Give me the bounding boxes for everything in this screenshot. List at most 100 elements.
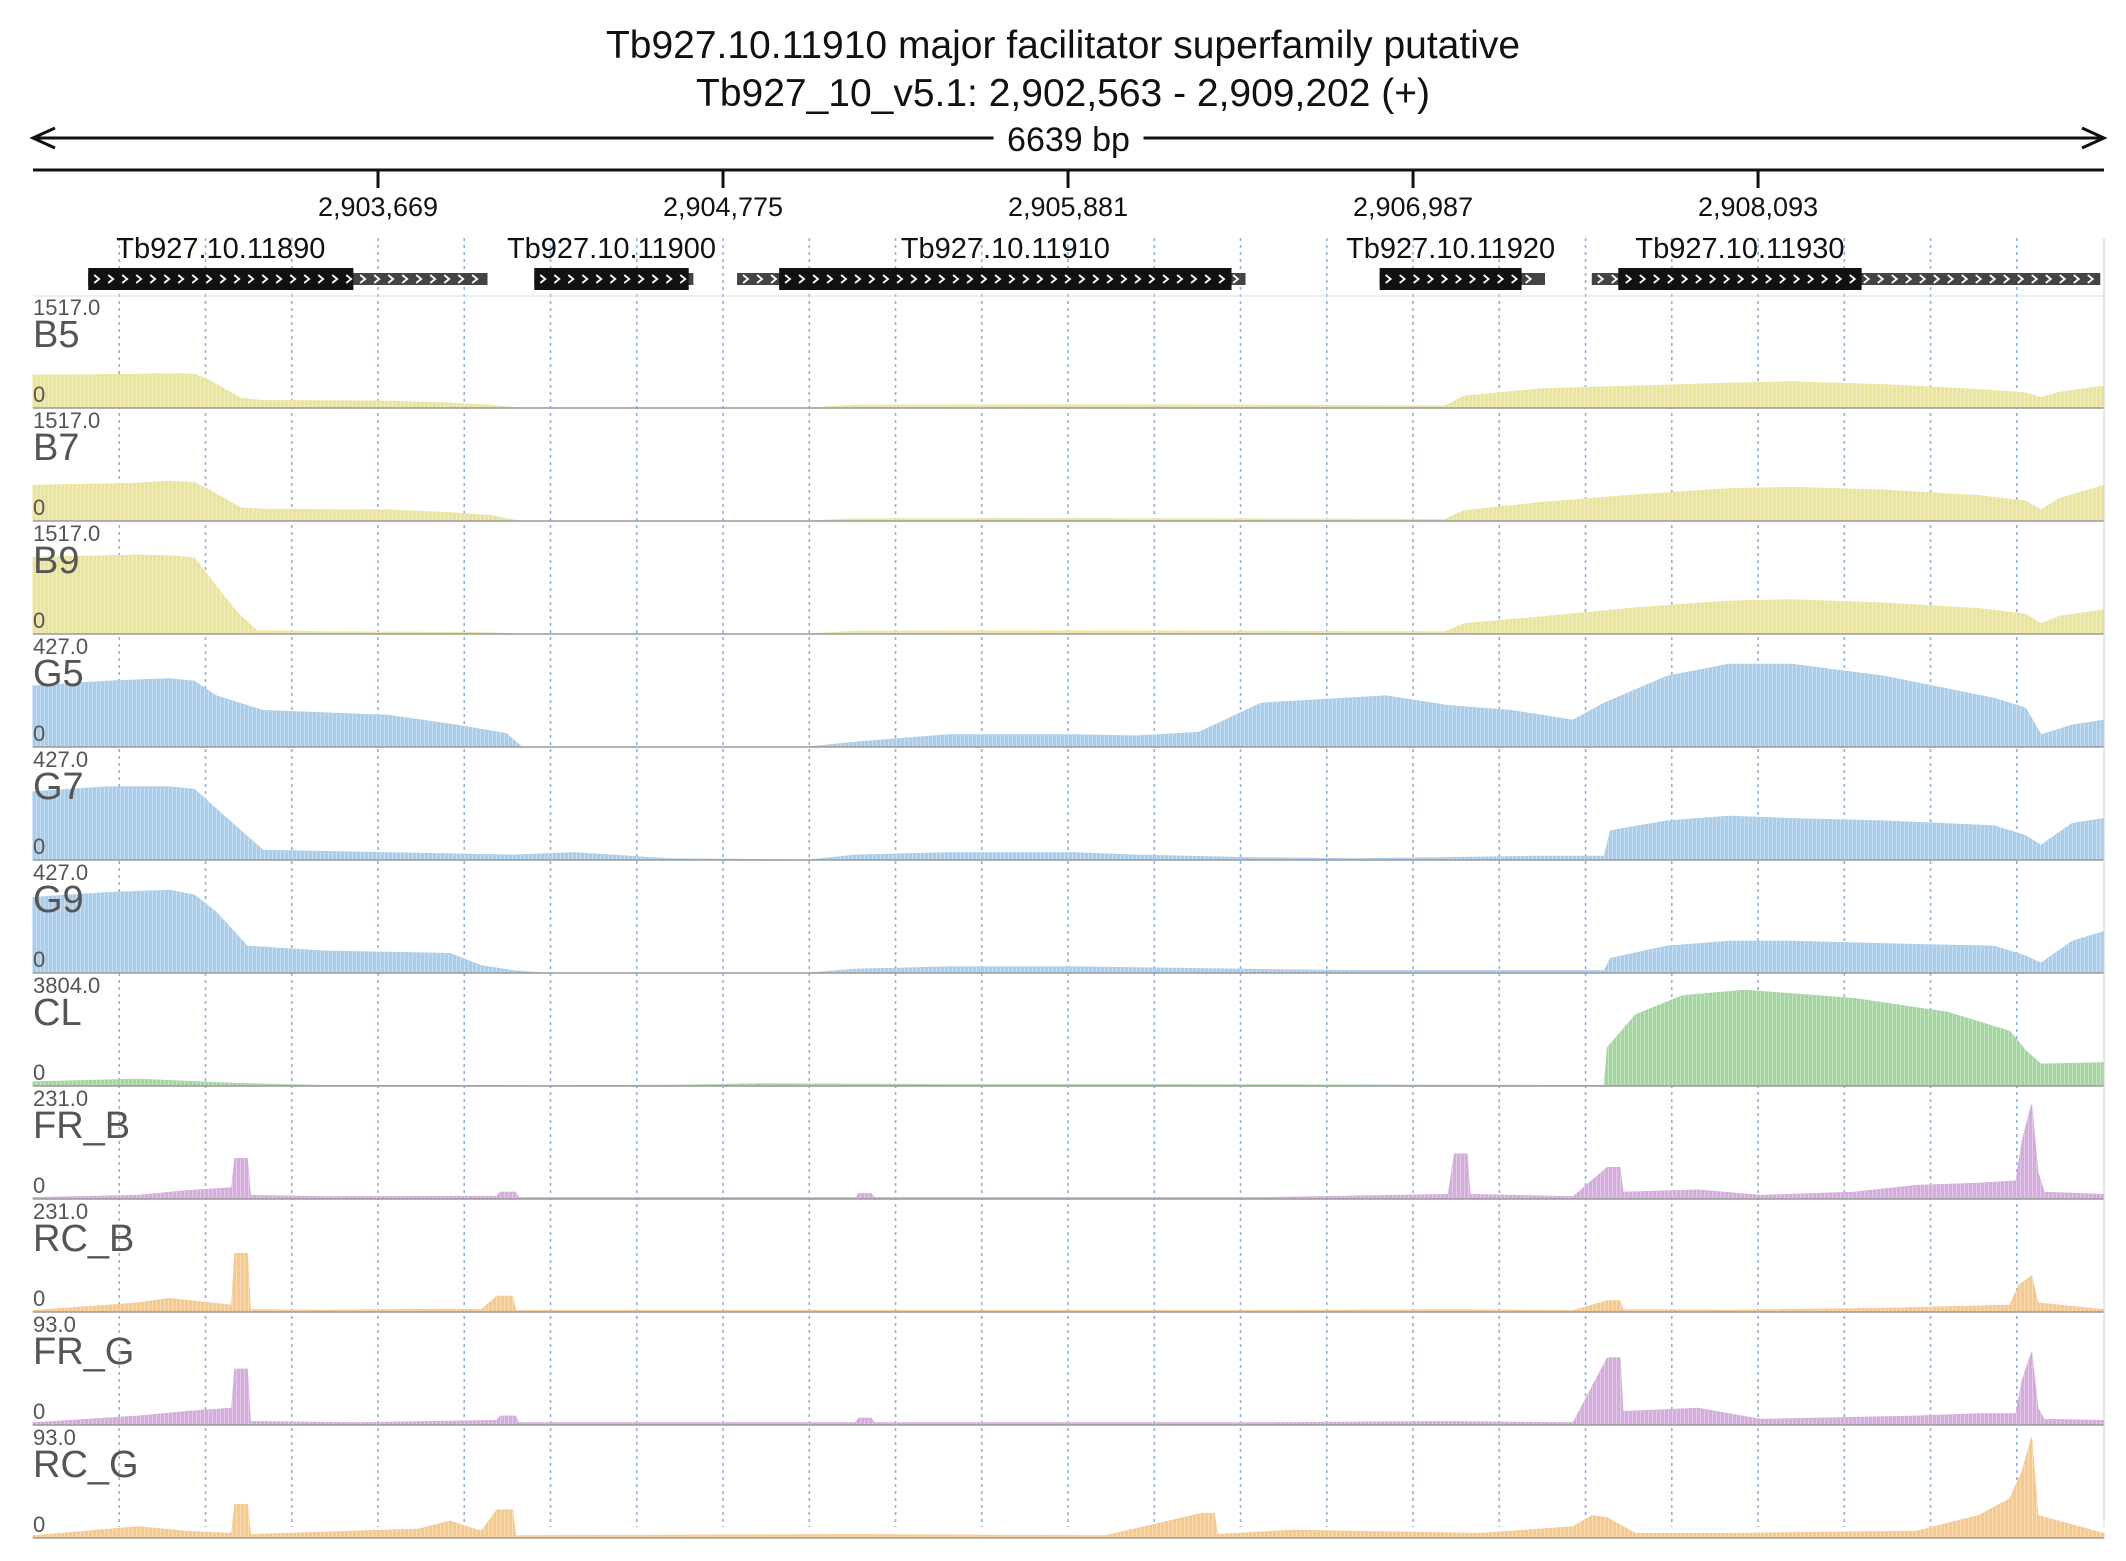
strand-chevron-4-22 [1905,274,1913,284]
strand-chevron-2-22 [1050,274,1058,284]
track-min-label-G7: 0 [33,834,45,859]
axis-tick-label-3: 2,906,987 [1353,192,1473,222]
strand-chevron-0-2 [121,274,129,284]
strand-chevron-2-17 [980,274,988,284]
strand-chevron-2-1 [756,274,764,284]
strand-chevron-1-9 [665,274,673,284]
strand-chevron-0-7 [191,274,199,284]
track-name-CL: CL [33,992,82,1034]
strand-chevron-4-15 [1807,274,1815,284]
strand-chevron-3-7 [1483,274,1491,284]
strand-chevron-4-7 [1695,274,1703,284]
strand-chevron-0-16 [317,274,325,284]
strand-chevron-2-30 [1162,274,1170,284]
track-B9 [32,554,2105,635]
gene-label-0: Tb927.10.11890 [116,233,325,265]
track-name-FR_B: FR_B [33,1105,130,1147]
strand-chevron-4-21 [1891,274,1899,284]
strand-chevron-0-24 [429,274,437,284]
strand-chevron-2-31 [1176,274,1184,284]
strand-chevron-2-23 [1064,274,1072,284]
strand-chevron-0-27 [471,274,479,284]
strand-chevron-1-6 [623,274,631,284]
axis-tick-label-4: 2,908,093 [1698,192,1818,222]
gene-cds-1 [534,268,689,290]
strand-chevron-4-0 [1597,274,1605,284]
strand-chevron-0-0 [93,274,101,284]
strand-chevron-4-3 [1639,274,1647,284]
strand-chevron-3-10 [1525,274,1533,284]
chart-title: Tb927.10.11910 major facilitator superfa… [605,24,1521,67]
strand-chevron-2-13 [924,274,932,284]
strand-chevron-0-21 [387,274,395,284]
strand-chevron-0-3 [135,274,143,284]
track-G5 [32,663,2105,748]
strand-chevron-2-35 [1232,274,1240,284]
strand-chevron-2-5 [812,274,820,284]
strand-chevron-3-6 [1469,274,1477,284]
track-min-label-B5: 0 [33,382,45,407]
track-G7 [32,786,2105,861]
strand-chevron-2-2 [770,274,778,284]
coverage-texture-FR_B [33,1104,2104,1199]
strand-chevron-1-10 [679,274,687,284]
track-CL [32,989,2105,1087]
strand-chevron-2-32 [1190,274,1198,284]
strand-chevron-2-24 [1078,274,1086,284]
strand-chevron-0-15 [303,274,311,284]
coverage-texture-FR_G [33,1352,2104,1425]
strand-chevron-4-8 [1709,274,1717,284]
gene-label-1: Tb927.10.11900 [507,233,716,265]
strand-chevron-4-19 [1863,274,1871,284]
coverage-texture-RC_G [33,1437,2104,1538]
strand-chevron-3-0 [1385,274,1393,284]
track-max-label-B5: 1517.0 [33,295,100,320]
strand-chevron-2-15 [952,274,960,284]
track-name-B5: B5 [33,314,79,356]
strand-chevron-0-8 [205,274,213,284]
strand-chevron-4-27 [1975,274,1983,284]
coverage-texture-CL [33,990,2104,1086]
strand-chevron-0-13 [275,274,283,284]
strand-chevron-0-4 [149,274,157,284]
track-min-label-RC_B: 0 [33,1286,45,1311]
coverage-texture-B7 [33,481,2104,521]
strand-chevron-2-19 [1008,274,1016,284]
track-min-label-B9: 0 [33,608,45,633]
strand-chevron-0-19 [359,274,367,284]
strand-chevron-2-12 [910,274,918,284]
strand-chevron-1-5 [609,274,617,284]
strand-chevron-2-9 [868,274,876,284]
strand-chevron-4-32 [2045,274,2053,284]
track-min-label-FR_B: 0 [33,1173,45,1198]
track-name-FR_G: FR_G [33,1331,134,1373]
strand-chevron-2-16 [966,274,974,284]
strand-chevron-0-22 [401,274,409,284]
track-max-label-RC_B: 231.0 [33,1199,88,1224]
gene-label-2: Tb927.10.11910 [901,233,1110,265]
strand-chevron-0-10 [233,274,241,284]
strand-chevron-2-25 [1092,274,1100,284]
strand-chevron-4-5 [1667,274,1675,284]
strand-chevron-2-27 [1120,274,1128,284]
track-min-label-FR_G: 0 [33,1399,45,1424]
strand-chevron-2-29 [1148,274,1156,284]
track-max-label-G5: 427.0 [33,634,88,659]
strand-chevron-4-31 [2031,274,2039,284]
strand-chevron-4-18 [1849,274,1857,284]
strand-chevron-3-8 [1497,274,1505,284]
track-name-RC_G: RC_G [33,1444,139,1486]
strand-chevron-0-11 [247,274,255,284]
strand-chevron-2-18 [994,274,1002,284]
strand-chevron-4-13 [1779,274,1787,284]
gene-label-3: Tb927.10.11920 [1346,233,1555,265]
strand-chevron-3-4 [1441,274,1449,284]
strand-chevron-0-23 [415,274,423,284]
strand-chevron-4-25 [1947,274,1955,284]
strand-chevron-0-12 [261,274,269,284]
coverage-texture-G5 [33,664,2104,747]
strand-chevron-4-33 [2059,274,2067,284]
track-max-label-B7: 1517.0 [33,408,100,433]
strand-chevron-4-17 [1835,274,1843,284]
